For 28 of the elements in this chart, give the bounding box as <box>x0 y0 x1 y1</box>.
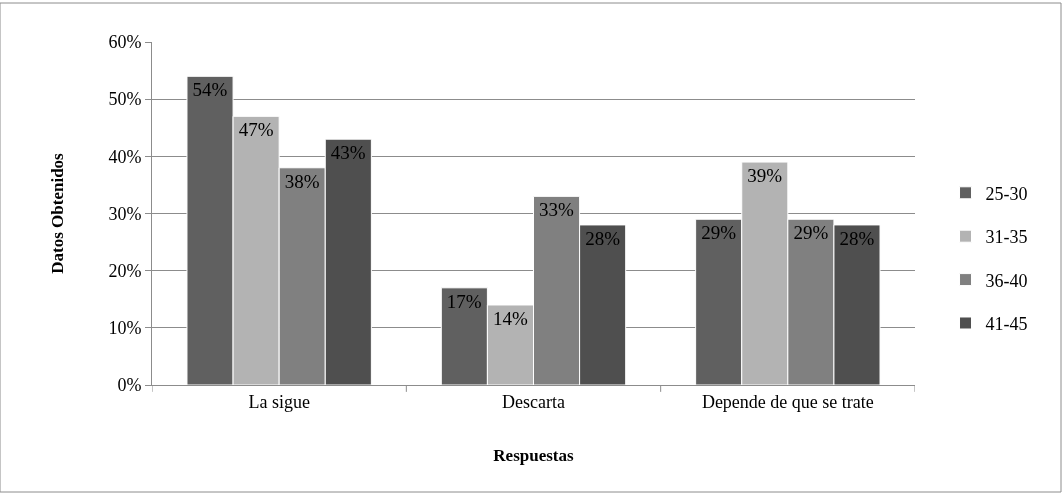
data-label: 38% <box>284 170 320 192</box>
x-tick-label: La sigue <box>248 391 310 412</box>
x-axis-title: Respuestas <box>493 446 575 465</box>
y-tick-label: 50% <box>108 89 142 110</box>
data-label: 17% <box>446 290 482 312</box>
data-label: 14% <box>492 307 528 329</box>
legend-label: 41-45 <box>985 314 1028 335</box>
data-label: 33% <box>539 199 575 221</box>
legend-label: 36-40 <box>985 270 1028 291</box>
y-tick-label: 20% <box>108 260 142 281</box>
data-label: 47% <box>238 119 274 141</box>
y-tick-label: 10% <box>108 318 142 339</box>
x-tick-label: Depende de que se trate <box>701 391 874 412</box>
data-label: 29% <box>701 222 737 244</box>
data-label: 28% <box>585 227 621 249</box>
data-label: 39% <box>747 165 783 187</box>
y-tick-label: 60% <box>108 32 142 53</box>
data-label: 54% <box>192 79 228 101</box>
legend-label: 25-30 <box>985 183 1028 204</box>
legend-label: 31-35 <box>985 227 1028 248</box>
x-tick-label: Descarta <box>502 391 565 412</box>
y-tick-label: 40% <box>108 146 142 167</box>
y-tick-label: 0% <box>117 375 142 396</box>
data-label: 28% <box>839 227 875 249</box>
data-label: 29% <box>793 222 829 244</box>
data-label: 43% <box>330 142 366 164</box>
y-axis-title: Datos Obtenidos <box>47 152 67 274</box>
y-tick-label: 30% <box>108 203 142 224</box>
